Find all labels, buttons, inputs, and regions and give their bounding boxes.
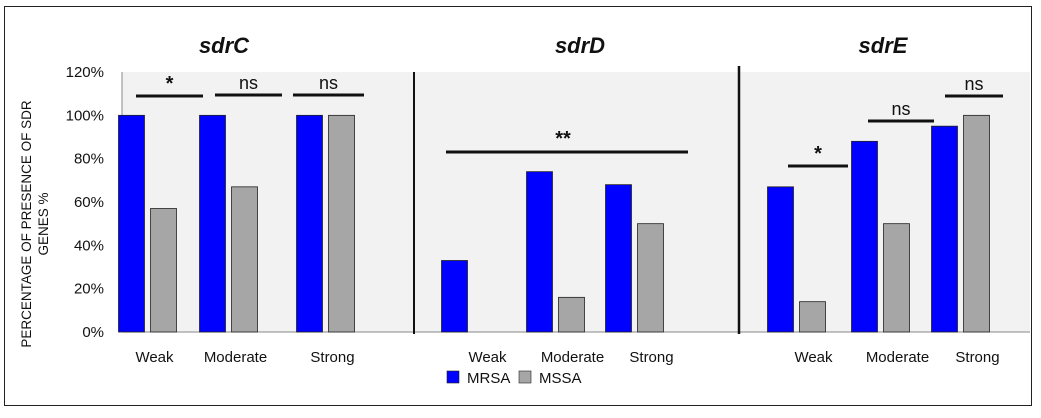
bar-sdrD-strong-mssa	[637, 223, 664, 333]
bar-sdrD-moderate-mssa	[558, 296, 585, 333]
category-label: Weak	[135, 349, 174, 366]
y-axis: 0% 20% 40% 60% 80% 100% 120%	[66, 64, 1030, 341]
panel-title-sdrC: sdrC	[199, 33, 250, 58]
legend-label-mrsa: MRSA	[467, 370, 510, 387]
category-labels: Weak Moderate Strong Weak Moderate Strong Weak…	[135, 349, 999, 366]
significance-label-all: **	[555, 128, 571, 150]
bar-sdrD-moderate-mrsa	[526, 171, 553, 333]
significance-label: ns	[319, 73, 338, 93]
significance-label: ns	[891, 99, 910, 119]
legend-swatch-mssa	[518, 370, 532, 384]
bar-sdrC-moderate-mrsa	[199, 114, 226, 333]
panel-titles: sdrC sdrD sdrE	[199, 33, 909, 58]
significance-label: ns	[964, 74, 983, 94]
bar-sdrE-strong-mrsa	[931, 125, 958, 333]
bar-sdrC-strong-mssa	[328, 114, 355, 333]
category-label: Moderate	[541, 349, 604, 366]
category-label: Weak	[794, 349, 833, 366]
bar-sdrD-weak-mrsa	[441, 260, 468, 333]
y-axis-label-line-1: PERCENTAGE OF PRESENCE OF SDR	[19, 100, 34, 348]
significance-label: *	[814, 143, 822, 165]
bar-sdrC-strong-mrsa	[296, 114, 323, 333]
category-label: Strong	[310, 349, 354, 366]
category-label: Strong	[955, 349, 999, 366]
y-tick-label: 40%	[74, 237, 104, 254]
plot-background	[122, 72, 1030, 332]
bar-sdrE-strong-mssa	[963, 114, 990, 333]
y-tick-label: 120%	[66, 64, 104, 81]
bars	[118, 114, 990, 333]
legend-swatch-mrsa	[446, 370, 460, 384]
bar-sdrC-moderate-mssa	[231, 186, 258, 333]
bar-sdrE-weak-mssa	[799, 301, 826, 333]
y-tick-label: 100%	[66, 107, 104, 124]
y-axis-label-line-2: GENES %	[36, 192, 51, 255]
category-label: Moderate	[866, 349, 929, 366]
legend-label-mssa: MSSA	[539, 370, 582, 387]
y-tick-label: 20%	[74, 281, 104, 298]
y-tick-label: 0%	[82, 324, 104, 341]
bar-sdrE-moderate-mrsa	[851, 140, 878, 333]
bar-sdrE-weak-mrsa	[767, 186, 794, 333]
significance-label: ns	[239, 73, 258, 93]
y-tick-label: 80%	[74, 151, 104, 168]
panel-title-sdrE: sdrE	[859, 33, 909, 58]
bar-sdrE-moderate-mssa	[883, 223, 910, 333]
legend: MRSA MSSA	[446, 370, 582, 387]
bar-sdrC-weak-mrsa	[118, 114, 145, 333]
bar-sdrC-weak-mssa	[150, 208, 177, 333]
y-tick-label: 60%	[74, 194, 104, 211]
category-label: Strong	[629, 349, 673, 366]
bar-sdrD-strong-mrsa	[605, 184, 632, 333]
category-label: Moderate	[204, 349, 267, 366]
significance-label: *	[166, 73, 174, 95]
category-label: Weak	[468, 349, 507, 366]
panel-title-sdrD: sdrD	[555, 33, 605, 58]
